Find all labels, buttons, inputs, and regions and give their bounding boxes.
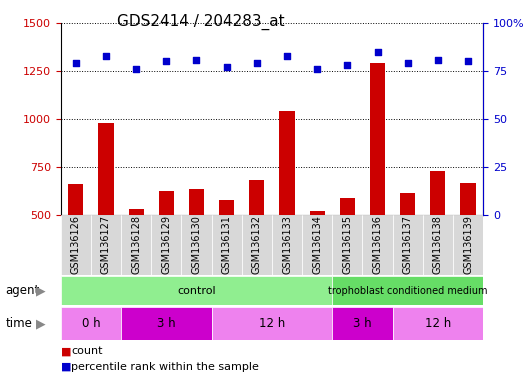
FancyBboxPatch shape <box>272 215 302 275</box>
Text: time: time <box>5 317 32 330</box>
Text: GSM136128: GSM136128 <box>131 215 141 274</box>
FancyBboxPatch shape <box>212 215 242 275</box>
Text: GSM136131: GSM136131 <box>222 215 232 274</box>
Text: 12 h: 12 h <box>259 317 285 330</box>
Text: 0 h: 0 h <box>82 317 100 330</box>
Point <box>132 66 140 72</box>
FancyBboxPatch shape <box>362 215 393 275</box>
Text: GSM136136: GSM136136 <box>373 215 382 274</box>
Point <box>162 58 171 65</box>
FancyBboxPatch shape <box>453 215 483 275</box>
FancyBboxPatch shape <box>212 307 332 340</box>
FancyBboxPatch shape <box>61 276 332 305</box>
Point <box>464 58 472 65</box>
Point <box>252 60 261 66</box>
Bar <box>430 171 446 311</box>
Bar <box>460 184 476 311</box>
Point <box>72 60 80 66</box>
Text: GSM136133: GSM136133 <box>282 215 292 274</box>
FancyBboxPatch shape <box>61 215 91 275</box>
Point <box>373 49 382 55</box>
Point <box>313 66 322 72</box>
FancyBboxPatch shape <box>302 215 332 275</box>
Text: GDS2414 / 204283_at: GDS2414 / 204283_at <box>117 13 285 30</box>
Text: GSM136135: GSM136135 <box>342 215 352 274</box>
Text: GSM136134: GSM136134 <box>312 215 322 274</box>
FancyBboxPatch shape <box>121 307 212 340</box>
Text: agent: agent <box>5 284 40 297</box>
Bar <box>400 193 415 311</box>
Text: GSM136137: GSM136137 <box>403 215 413 274</box>
FancyBboxPatch shape <box>151 215 182 275</box>
Text: GSM136126: GSM136126 <box>71 215 81 274</box>
Point <box>343 62 352 68</box>
Point <box>283 53 291 59</box>
FancyBboxPatch shape <box>242 215 272 275</box>
Text: 12 h: 12 h <box>425 317 451 330</box>
Text: 3 h: 3 h <box>157 317 176 330</box>
Bar <box>159 191 174 311</box>
Text: GSM136130: GSM136130 <box>192 215 202 274</box>
FancyBboxPatch shape <box>332 215 362 275</box>
Text: GSM136129: GSM136129 <box>162 215 171 274</box>
Text: count: count <box>71 346 103 356</box>
Text: ▶: ▶ <box>36 317 46 330</box>
Bar <box>370 63 385 311</box>
Text: GSM136138: GSM136138 <box>433 215 443 274</box>
Bar <box>279 111 295 311</box>
FancyBboxPatch shape <box>121 215 151 275</box>
Bar <box>189 189 204 311</box>
Bar <box>309 211 325 311</box>
Bar <box>98 123 114 311</box>
Point <box>222 64 231 70</box>
Point <box>102 53 110 59</box>
Bar <box>129 209 144 311</box>
Text: trophoblast conditioned medium: trophoblast conditioned medium <box>328 286 487 296</box>
Bar <box>340 198 355 311</box>
Text: ■: ■ <box>61 346 71 356</box>
FancyBboxPatch shape <box>423 215 453 275</box>
FancyBboxPatch shape <box>332 276 483 305</box>
FancyBboxPatch shape <box>393 307 483 340</box>
FancyBboxPatch shape <box>393 215 423 275</box>
Text: ■: ■ <box>61 362 71 372</box>
FancyBboxPatch shape <box>332 307 393 340</box>
Bar <box>219 200 234 311</box>
Text: control: control <box>177 286 216 296</box>
Text: GSM136127: GSM136127 <box>101 215 111 274</box>
FancyBboxPatch shape <box>182 215 212 275</box>
Text: ▶: ▶ <box>36 284 46 297</box>
Text: GSM136132: GSM136132 <box>252 215 262 274</box>
Bar <box>68 184 83 311</box>
Point <box>433 56 442 63</box>
Text: percentile rank within the sample: percentile rank within the sample <box>71 362 259 372</box>
FancyBboxPatch shape <box>61 307 121 340</box>
FancyBboxPatch shape <box>91 215 121 275</box>
Text: 3 h: 3 h <box>353 317 372 330</box>
Bar <box>249 180 265 311</box>
Text: GSM136139: GSM136139 <box>463 215 473 274</box>
Point <box>403 60 412 66</box>
Point <box>192 56 201 63</box>
